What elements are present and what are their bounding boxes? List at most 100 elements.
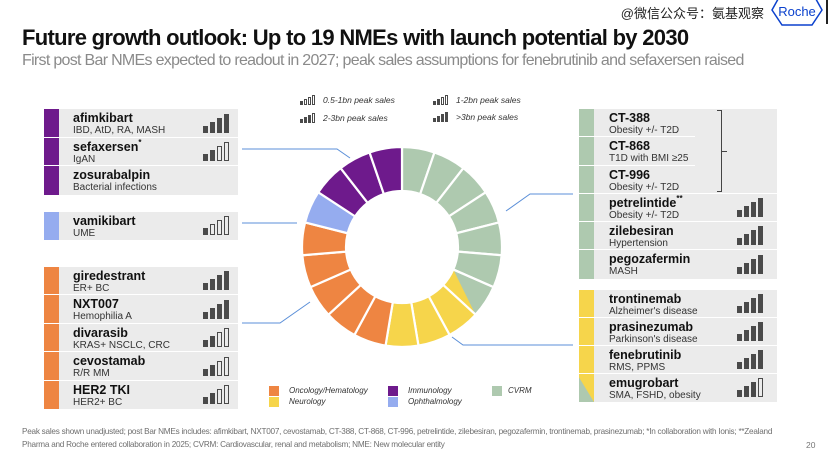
donut-slice-oncology xyxy=(352,294,395,347)
signal-bar-filled xyxy=(751,354,756,369)
signal-bar-filled xyxy=(744,358,749,369)
signal-bar-filled xyxy=(737,362,742,369)
donut-slice-immunology xyxy=(339,151,386,205)
molecule-name-text: giredestrant xyxy=(73,269,146,283)
signal-bar-filled xyxy=(210,307,215,319)
connector-lines xyxy=(242,148,573,346)
signal-bar-filled xyxy=(210,121,215,133)
indication-text: Hypertension xyxy=(609,238,668,250)
signal-bar-empty xyxy=(217,332,222,348)
molecule-name-text: pegozafermin xyxy=(609,252,691,267)
molecule-name-text: HER2 TKI xyxy=(73,382,130,397)
indication-text: IgAN xyxy=(73,153,96,165)
peak-sales-signal-icon xyxy=(203,216,229,235)
pipeline-row: CT-996 Obesity +/- T2D xyxy=(579,165,777,194)
category-color-strip xyxy=(579,346,594,374)
signal-bar-filled xyxy=(744,386,749,397)
signal-bar-empty xyxy=(441,97,444,105)
signal-bar-filled xyxy=(744,262,749,274)
peak-sales-signal-icon xyxy=(203,356,229,376)
immunology-group: afimkibart IBD, AtD, RA, MASH sefaxersen* I… xyxy=(44,109,238,195)
category-legend-label: Immunology xyxy=(408,386,452,395)
row-separator xyxy=(579,373,777,374)
signal-bar-filled xyxy=(437,116,440,122)
connector-line-immunology xyxy=(242,148,351,159)
signal-bar-empty xyxy=(304,99,307,105)
molecule-name: zilebesiran xyxy=(609,224,674,238)
row-separator xyxy=(44,379,238,381)
molecule-name: petrelintide** xyxy=(609,194,683,210)
pipeline-row: divarasib KRAS+ NSCLC, CRC xyxy=(44,323,238,353)
signal-bar-filled xyxy=(758,350,763,369)
signal-bar-empty xyxy=(224,142,229,161)
signal-bar-filled xyxy=(224,271,229,291)
indication-text: Parkinson's disease xyxy=(609,334,698,345)
peak-sales-signal-icon xyxy=(300,95,315,105)
indication-text: ER+ BC xyxy=(73,283,110,294)
signal-bar-empty xyxy=(217,146,222,161)
cvrm-swatch xyxy=(492,386,502,396)
signal-bar-filled xyxy=(744,302,749,313)
molecule-name: CT-996 xyxy=(609,168,650,182)
peak-sales-signal-icon xyxy=(203,384,229,404)
molecule-name: afimkibart xyxy=(73,111,133,125)
indication-text: R/R MM xyxy=(73,368,110,380)
signal-bar-filled xyxy=(737,390,742,397)
category-legend-label: Neurology xyxy=(289,397,326,406)
signal-bar-filled xyxy=(751,230,756,246)
row-separator xyxy=(579,317,777,318)
molecule-name-text: divarasib xyxy=(73,325,128,340)
row-separator xyxy=(579,192,777,194)
legend-icon-slot xyxy=(433,95,448,105)
pipeline-row: petrelintide** Obesity +/- T2D xyxy=(579,193,777,223)
connector-line-neurology xyxy=(451,336,573,346)
donut-slice-oncology xyxy=(300,221,350,257)
roche-logo-hexagon xyxy=(771,0,823,26)
indication-text: KRAS+ NSCLC, CRC xyxy=(73,339,170,351)
roche-logo-text: Roche xyxy=(778,4,816,19)
category-color-strip xyxy=(44,380,59,409)
peak-sales-signal-icon xyxy=(203,328,229,348)
signal-bar-filled xyxy=(203,125,208,133)
donut-slice-neurology xyxy=(384,300,420,349)
legend-label: 0.5-1bn peak sales xyxy=(323,95,395,105)
molecule-name-text: vamikibart xyxy=(73,214,136,228)
connector-line-cvrm xyxy=(505,193,573,212)
peak-sales-signal-icon xyxy=(433,112,448,122)
signal-bar-filled xyxy=(217,117,222,133)
category-legend-oncology: Oncology/Hematology xyxy=(269,386,368,396)
peak-sales-signal-icon xyxy=(203,142,229,161)
peak-sales-signal-icon xyxy=(737,378,763,397)
molecule-name-text: sefaxersen xyxy=(73,139,139,154)
pipeline-row: HER2 TKI HER2+ BC xyxy=(44,380,238,409)
row-separator xyxy=(579,136,695,138)
molecule-name: emugrobart xyxy=(609,376,678,390)
molecule-name: divarasib xyxy=(73,326,128,340)
peak-sales-signal-icon xyxy=(737,198,763,218)
donut-slice-cvrm xyxy=(454,221,504,257)
indication-text: SMA, FSHD, obesity xyxy=(609,390,701,401)
signal-bar-empty xyxy=(217,220,222,235)
indication-text: Obesity +/- T2D xyxy=(609,125,680,136)
peak-sales-legend-item: 1-2bn peak sales xyxy=(433,95,521,105)
signal-bar-filled xyxy=(751,382,756,397)
peak-sales-signal-icon xyxy=(433,95,448,105)
signal-bar-filled xyxy=(308,115,311,123)
page-title: Future growth outlook: Up to 19 NMEs wit… xyxy=(22,25,689,50)
signal-bar-filled xyxy=(433,118,436,122)
legend-label: >3bn peak sales xyxy=(456,112,519,122)
page-subtitle: First post Bar NMEs expected to readout … xyxy=(22,52,744,69)
donut-slice-immunology xyxy=(316,166,370,218)
peak-sales-legend-item: 0.5-1bn peak sales xyxy=(300,95,395,105)
molecule-name: vamikibart xyxy=(73,214,136,228)
signal-bar-filled xyxy=(210,279,215,291)
signal-bar-filled xyxy=(304,117,307,123)
molecule-name: HER2 TKI xyxy=(73,383,130,397)
molecule-name-text: cevostamab xyxy=(73,354,146,369)
category-color-strip xyxy=(44,323,59,353)
signal-bar-filled xyxy=(203,228,208,235)
signal-bar-empty xyxy=(312,95,315,105)
molecule-name: fenebrutinib xyxy=(609,348,681,362)
signal-bar-filled xyxy=(758,294,763,313)
indication-text: T1D with BMI ≥25 xyxy=(609,153,689,165)
